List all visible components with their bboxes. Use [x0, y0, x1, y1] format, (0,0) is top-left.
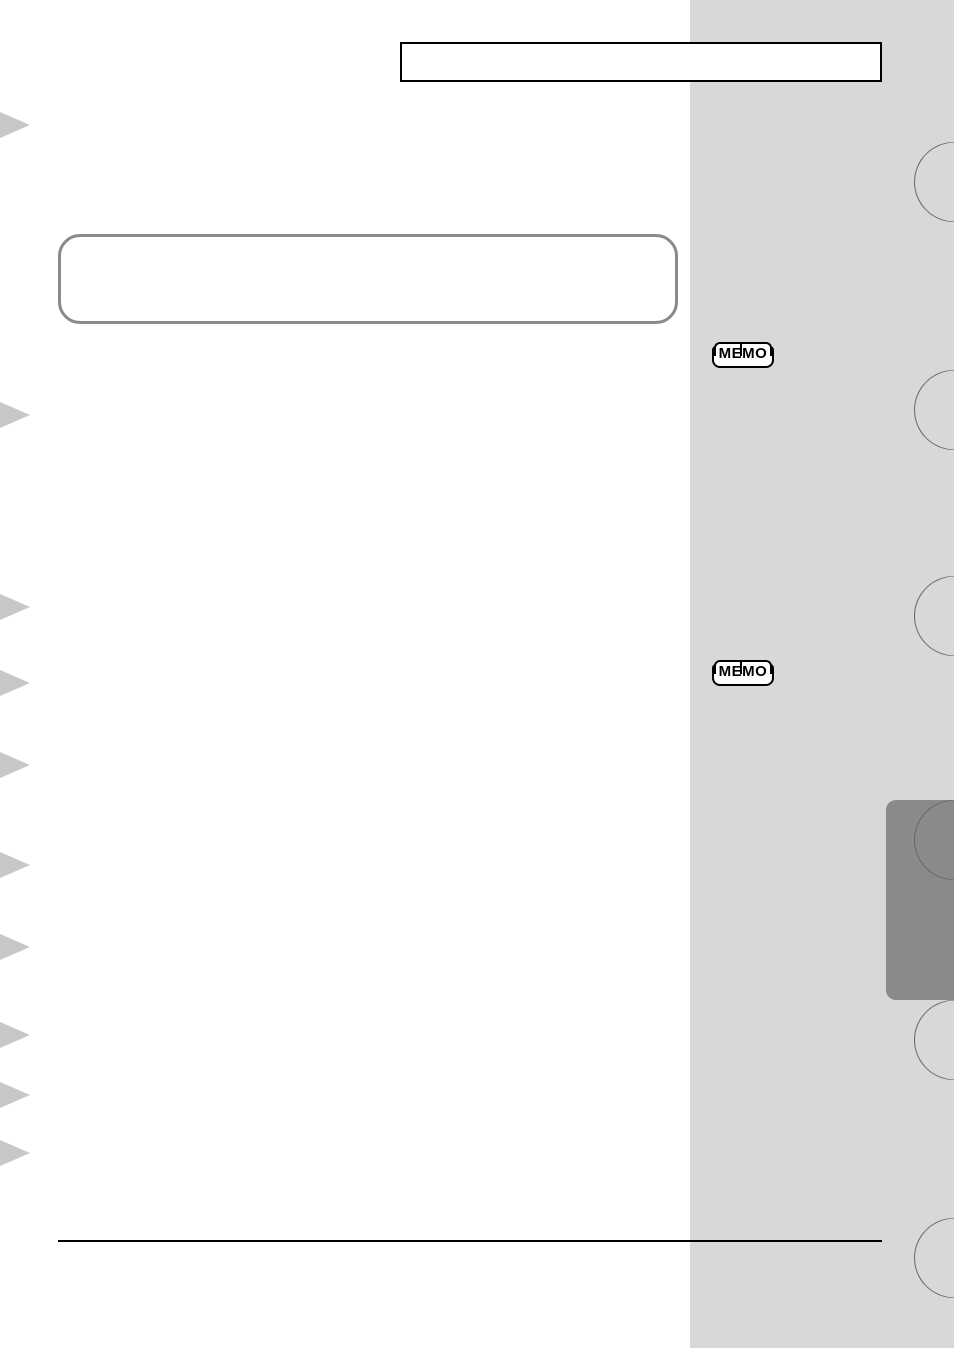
- step-bullet-icon: [0, 752, 30, 778]
- step-bullet-icon: [0, 1022, 30, 1048]
- memo-label: MEMO: [712, 345, 774, 362]
- note-callout-box: [58, 234, 678, 324]
- step-bullet-icon: [0, 1140, 30, 1166]
- step-bullet-icon: [0, 1082, 30, 1108]
- step-bullet-icon: [0, 594, 30, 620]
- step-bullet-icon: [0, 670, 30, 696]
- footer-divider: [58, 1240, 882, 1242]
- step-bullet-icon: [0, 402, 30, 428]
- memo-icon: MEMO: [712, 340, 774, 368]
- tab-divider-arc: [897, 559, 954, 672]
- tab-divider-arc: [897, 353, 954, 466]
- tab-divider-arc: [897, 983, 954, 1096]
- step-bullet-icon: [0, 934, 30, 960]
- step-bullet-icon: [0, 112, 30, 138]
- chapter-title-box: [400, 42, 882, 82]
- tab-divider-arc: [897, 1201, 954, 1314]
- step-bullet-icon: [0, 852, 30, 878]
- memo-icon: MEMO: [712, 658, 774, 686]
- tab-divider-arc: [897, 125, 954, 238]
- memo-label: MEMO: [712, 663, 774, 680]
